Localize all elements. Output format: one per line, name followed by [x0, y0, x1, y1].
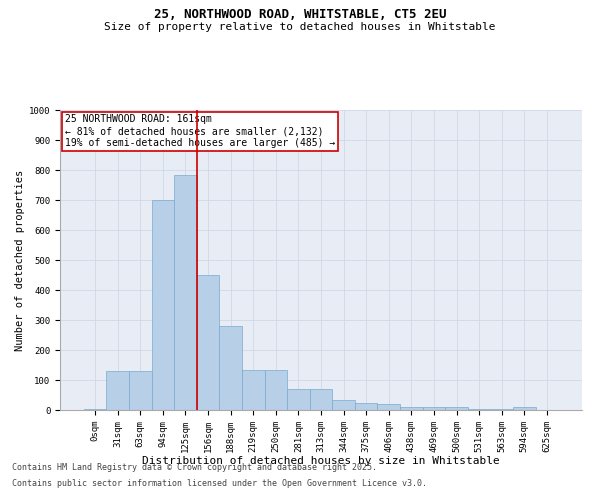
- Y-axis label: Number of detached properties: Number of detached properties: [14, 170, 25, 350]
- Bar: [355, 402, 377, 410]
- Bar: [106, 371, 129, 410]
- Bar: [265, 370, 287, 410]
- Text: 25, NORTHWOOD ROAD, WHITSTABLE, CT5 2EU: 25, NORTHWOOD ROAD, WHITSTABLE, CT5 2EU: [154, 8, 446, 20]
- Bar: [377, 404, 400, 410]
- Bar: [400, 407, 422, 410]
- Bar: [129, 371, 152, 410]
- Text: 25 NORTHWOOD ROAD: 161sqm
← 81% of detached houses are smaller (2,132)
19% of se: 25 NORTHWOOD ROAD: 161sqm ← 81% of detac…: [65, 114, 335, 148]
- Bar: [84, 408, 106, 410]
- Bar: [174, 174, 197, 410]
- Bar: [242, 370, 265, 410]
- X-axis label: Distribution of detached houses by size in Whitstable: Distribution of detached houses by size …: [142, 456, 500, 466]
- Text: Contains HM Land Registry data © Crown copyright and database right 2025.: Contains HM Land Registry data © Crown c…: [12, 464, 377, 472]
- Bar: [332, 400, 355, 410]
- Text: Size of property relative to detached houses in Whitstable: Size of property relative to detached ho…: [104, 22, 496, 32]
- Bar: [152, 200, 174, 410]
- Bar: [513, 407, 536, 410]
- Bar: [310, 389, 332, 410]
- Bar: [490, 408, 513, 410]
- Bar: [422, 407, 445, 410]
- Bar: [287, 389, 310, 410]
- Bar: [197, 275, 220, 410]
- Bar: [220, 326, 242, 410]
- Bar: [445, 407, 468, 410]
- Bar: [468, 408, 490, 410]
- Text: Contains public sector information licensed under the Open Government Licence v3: Contains public sector information licen…: [12, 478, 427, 488]
